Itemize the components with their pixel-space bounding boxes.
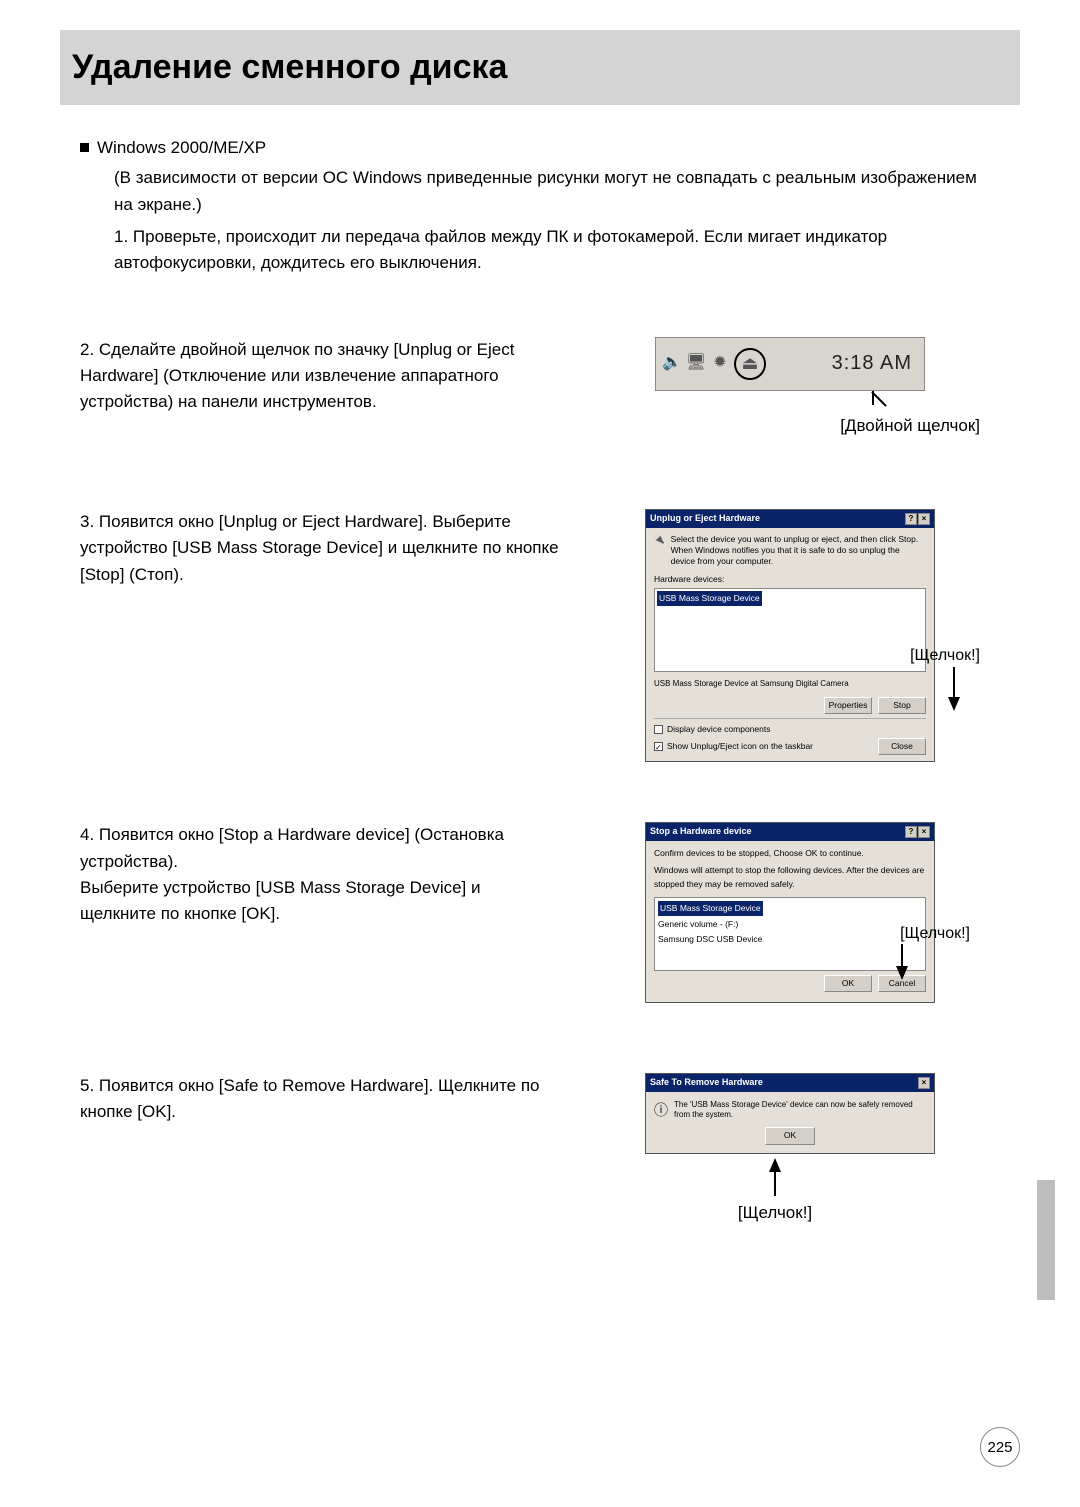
page-number: 225 (980, 1427, 1020, 1467)
step2-text: 2. Сделайте двойной щелчок по значку [Un… (80, 337, 560, 416)
close-button-2[interactable]: × (918, 826, 930, 838)
eject-hardware-icon[interactable]: ⏏ (734, 348, 766, 380)
dialog-desc: Select the device you want to unplug or … (671, 534, 926, 567)
step3-figure: Unplug or Eject Hardware ?× 🔌 Select the… (580, 509, 1000, 762)
step5-arrow (769, 1156, 781, 1196)
eject-icon: 🔌 (654, 534, 665, 567)
step5-block: 5. Появится окно [Safe to Remove Hardwar… (80, 1073, 1000, 1226)
dialog-titlebar: Unplug or Eject Hardware ?× (646, 510, 934, 528)
intro-note: (В зависимости от версии ОС Windows прив… (80, 165, 1000, 218)
check-label-1: Display device components (667, 723, 770, 736)
step3-click-label: [Щелчок!] (910, 644, 980, 669)
checkbox-1[interactable] (654, 725, 663, 734)
step4-text: 4. Появится окно [Stop a Hardware device… (80, 822, 560, 927)
ok-button-2[interactable]: OK (765, 1127, 815, 1144)
step3-block: 3. Появится окно [Unplug or Eject Hardwa… (80, 509, 1000, 762)
stop-line1: Confirm devices to be stopped, Choose OK… (654, 847, 926, 860)
stop-item3[interactable]: Samsung DSC USB Device (657, 932, 923, 947)
checkbox-2[interactable] (654, 742, 663, 751)
titlebar-buttons-2: ?× (904, 825, 930, 839)
stop-listbox[interactable]: USB Mass Storage Device Generic volume -… (654, 897, 926, 971)
step5-figure: Safe To Remove Hardware × ⓘ The 'USB Mas… (580, 1073, 1000, 1226)
help-button-2[interactable]: ? (905, 826, 917, 838)
step3-text: 3. Появится окно [Unplug or Eject Hardwa… (80, 509, 560, 588)
title-bar: Удаление сменного диска (60, 30, 1020, 105)
unplug-dialog: Unplug or Eject Hardware ?× 🔌 Select the… (645, 509, 935, 762)
dialog-title: Unplug or Eject Hardware (650, 512, 760, 526)
stop-button[interactable]: Stop (878, 697, 926, 714)
network-icon: 🖥 (686, 354, 706, 374)
dialog-titlebar-2: Stop a Hardware device ?× (646, 823, 934, 841)
ok-button[interactable]: OK (824, 975, 872, 992)
dialog-body-2: Confirm devices to be stopped, Choose OK… (646, 841, 934, 1002)
dialog-title-2: Stop a Hardware device (650, 825, 752, 839)
close-button[interactable]: × (918, 513, 930, 525)
stop-item1[interactable]: USB Mass Storage Device (658, 901, 763, 916)
dialog-desc-row: 🔌 Select the device you want to unplug o… (654, 534, 926, 567)
button-row-1: Properties Stop (654, 697, 926, 714)
close-dialog-button[interactable]: Close (878, 738, 926, 755)
hardware-label: Hardware devices: (654, 573, 926, 586)
titlebar-buttons: ?× (904, 512, 930, 526)
step5-click-label: [Щелчок!] (738, 1200, 812, 1226)
square-bullet-icon (80, 143, 89, 152)
list-item[interactable]: USB Mass Storage Device (657, 591, 762, 606)
side-tab (1037, 1180, 1055, 1300)
step3-arrow (948, 667, 960, 711)
step2-caption: [Двойной щелчок] (840, 413, 980, 439)
dialog-body-3: ⓘ The 'USB Mass Storage Device' device c… (646, 1092, 934, 1153)
hardware-listbox[interactable]: USB Mass Storage Device (654, 588, 926, 672)
stop-line2: Windows will attempt to stop the followi… (654, 864, 926, 890)
step4-arrow (896, 944, 908, 980)
safe-dialog: Safe To Remove Hardware × ⓘ The 'USB Mas… (645, 1073, 935, 1154)
close-button-3[interactable]: × (918, 1077, 930, 1089)
device-status: USB Mass Storage Device at Samsung Digit… (654, 678, 926, 690)
content: Windows 2000/ME/XP (В зависимости от вер… (60, 135, 1020, 1226)
tray-icons: 🔈 🖥 ✹ ⏏ (662, 348, 766, 380)
info-icon: ⓘ (654, 1100, 668, 1122)
step4-figure: Stop a Hardware device ?× Confirm device… (580, 822, 1000, 1003)
step5-text: 5. Появится окно [Safe to Remove Hardwar… (80, 1073, 560, 1126)
button-row-2: OK Cancel (654, 975, 926, 992)
dialog-body: 🔌 Select the device you want to unplug o… (646, 528, 934, 761)
tray-clock: 3:18 AM (832, 348, 912, 379)
check-label-2: Show Unplug/Eject icon on the taskbar (667, 740, 813, 753)
dialog-title-3: Safe To Remove Hardware (650, 1076, 763, 1090)
system-tray: 🔈 🖥 ✹ ⏏ 3:18 AM (655, 337, 925, 391)
check-row-2: Show Unplug/Eject icon on the taskbar (654, 740, 813, 753)
shield-icon: ✹ (710, 354, 730, 374)
step2-arrow (866, 391, 880, 409)
properties-button[interactable]: Properties (824, 697, 872, 714)
help-button[interactable]: ? (905, 513, 917, 525)
step4-block: 4. Появится окно [Stop a Hardware device… (80, 822, 1000, 1003)
step2-block: 2. Сделайте двойной щелчок по значку [Un… (80, 337, 1000, 439)
titlebar-buttons-3: × (917, 1076, 930, 1090)
step4-click-label: [Щелчок!] (900, 922, 970, 947)
manual-page: Удаление сменного диска Windows 2000/ME/… (0, 0, 1080, 1507)
safe-msg: The 'USB Mass Storage Device' device can… (674, 1100, 926, 1121)
os-heading-row: Windows 2000/ME/XP (80, 135, 1000, 161)
step1-text: 1. Проверьте, происходит ли передача фай… (80, 224, 1000, 277)
stop-item2[interactable]: Generic volume - (F:) (657, 917, 923, 932)
stop-dialog: Stop a Hardware device ?× Confirm device… (645, 822, 935, 1003)
dialog-titlebar-3: Safe To Remove Hardware × (646, 1074, 934, 1092)
volume-icon: 🔈 (662, 354, 682, 374)
page-title: Удаление сменного диска (72, 48, 1008, 87)
os-heading: Windows 2000/ME/XP (97, 135, 266, 161)
step2-figure: 🔈 🖥 ✹ ⏏ 3:18 AM [Двойной щелчок] (580, 337, 1000, 439)
check-row-1: Display device components (654, 723, 926, 736)
